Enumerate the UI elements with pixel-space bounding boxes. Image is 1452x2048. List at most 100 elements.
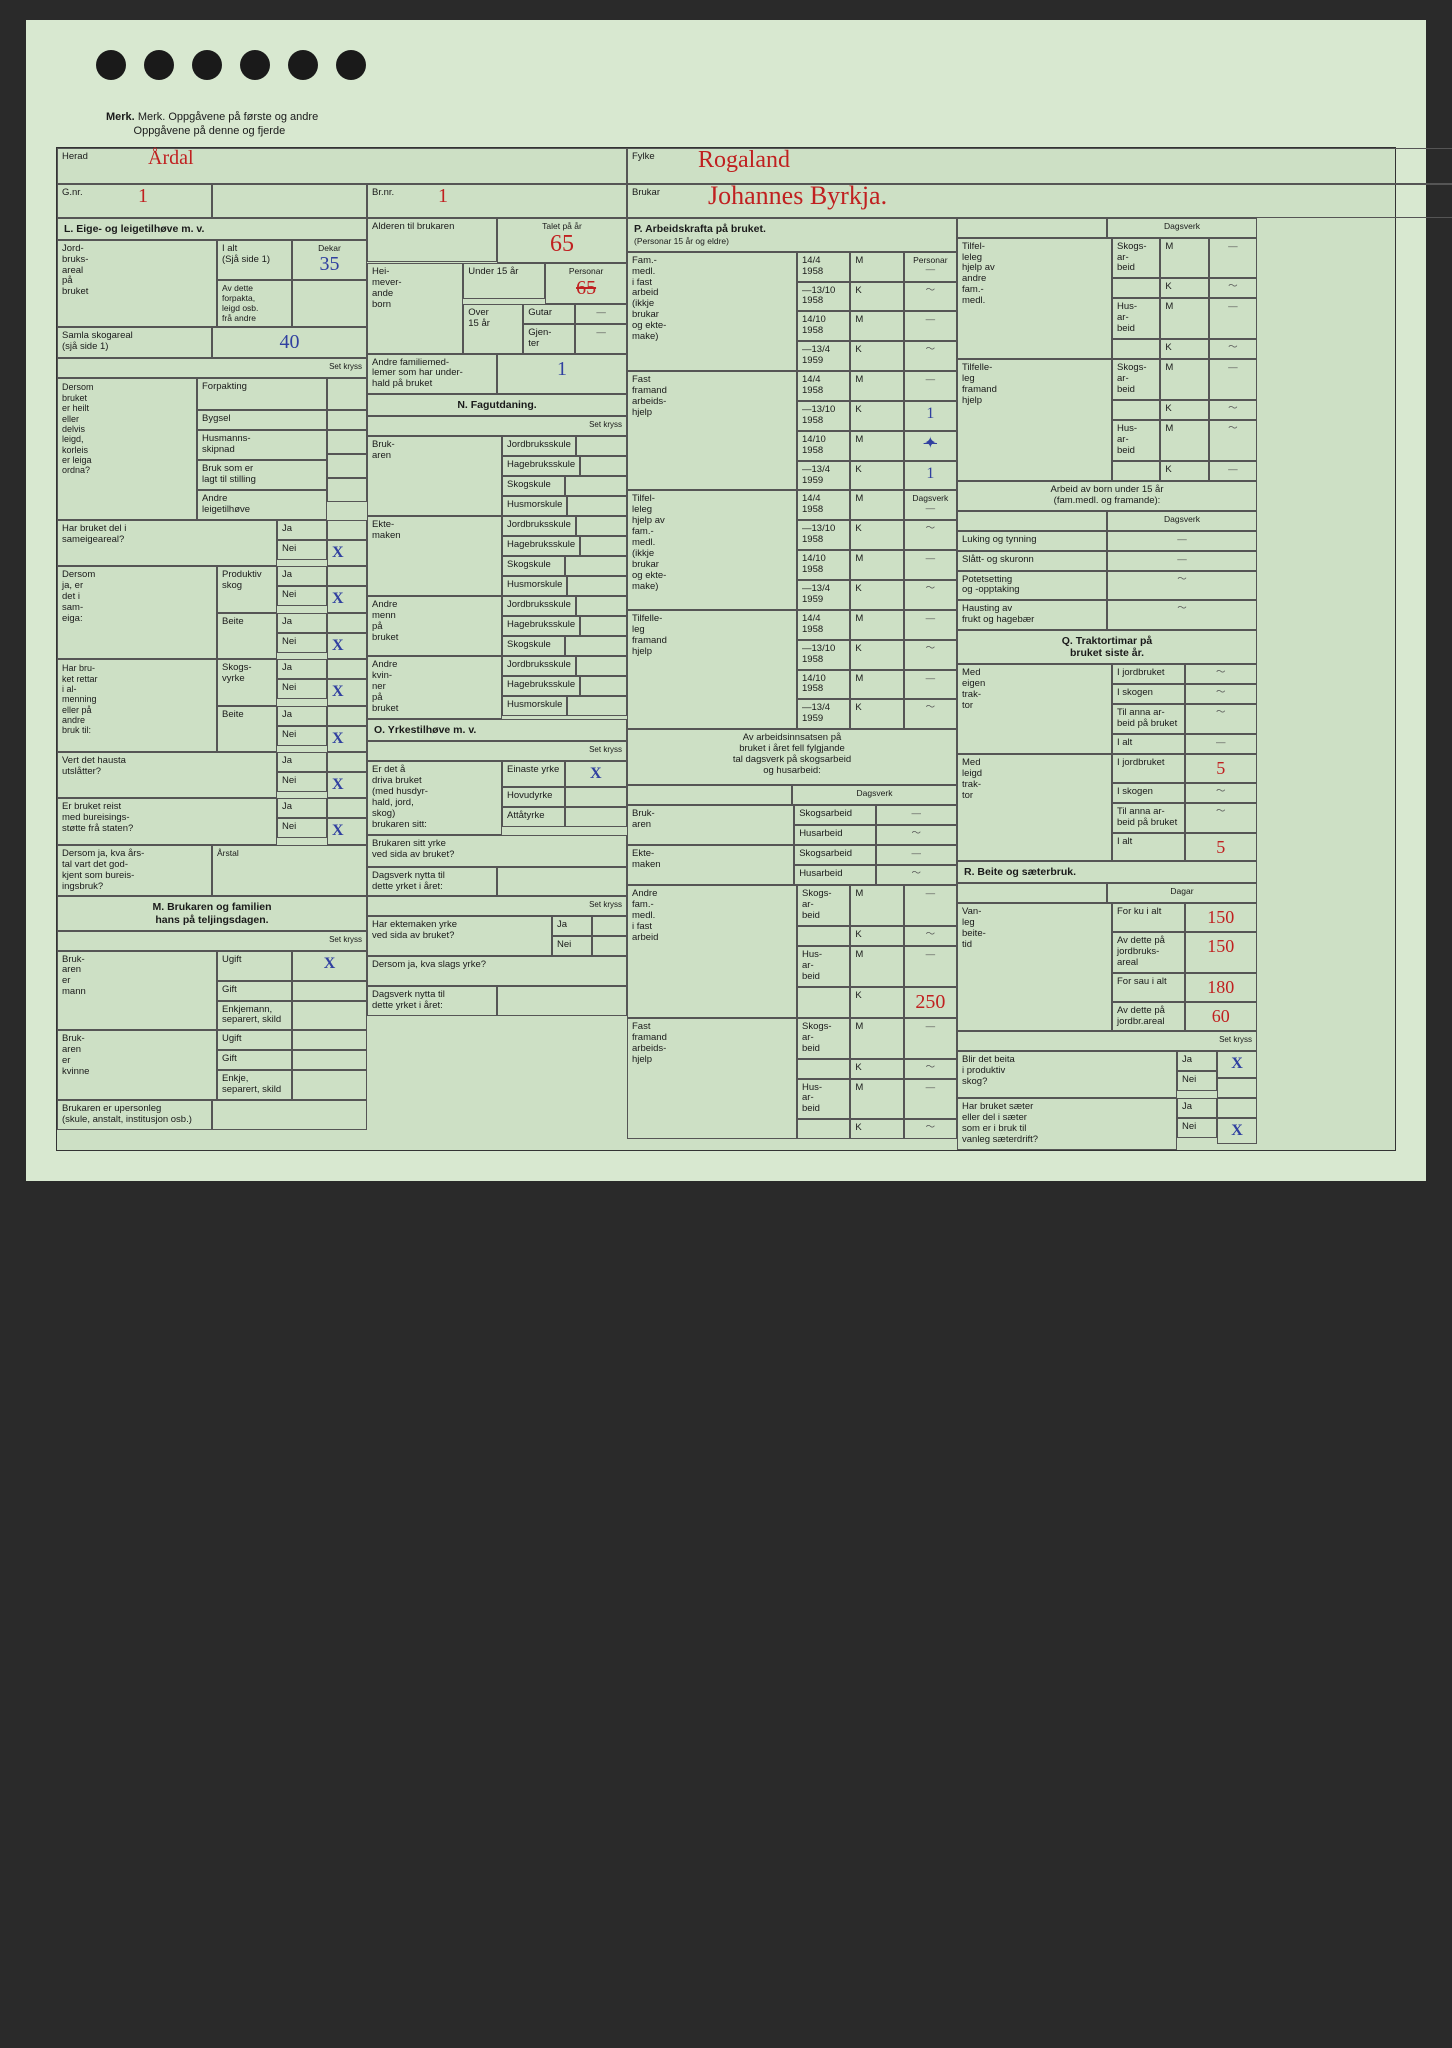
skogsarbeid1: Skogsarbeid — [794, 805, 875, 825]
herad-value: Årdal — [148, 147, 194, 170]
M4: M — [850, 431, 903, 461]
skogs-R1: Skogs- ar- beid — [1112, 238, 1160, 279]
harbruket2: Har bru- ket rettar i al- menning eller … — [57, 659, 217, 752]
nei7: Nei — [277, 818, 327, 838]
check-skogsvyrke-nei: X — [332, 683, 344, 700]
y58c3: 14/10 1958 — [797, 550, 850, 580]
dersom-label: Dersom bruket er heilt eller delvis leig… — [57, 378, 197, 520]
check-saeter-nei: X — [1231, 1122, 1243, 1139]
gutar: Gutar — [523, 304, 575, 324]
y58a4: 14/4 1958 — [797, 610, 850, 640]
M-r2: M — [1160, 298, 1208, 339]
brukaren-kvinne: Bruk- aren er kvinne — [57, 1030, 217, 1100]
ijord1: I jordbruket — [1112, 664, 1185, 684]
ja7: Ja — [277, 798, 327, 818]
M3: M — [850, 371, 903, 401]
verthausta: Vert det hausta utslåtter? — [57, 752, 277, 798]
nei4: Nei — [277, 679, 327, 699]
nei2: Nei — [277, 586, 327, 606]
column-2: Alderen til brukaren Talet på år 65 Hei-… — [367, 218, 627, 1150]
skogs2b: Skogs- ar- beid — [797, 1018, 850, 1059]
check-utslatt-nei: X — [332, 776, 344, 793]
ialt-label: I alt (Sjå side 1) — [217, 240, 292, 281]
upersonleg: Brukaren er upersonleg (skule, anstalt, … — [57, 1100, 212, 1130]
hus2a: Hus- ar- beid — [797, 946, 850, 987]
K6: K — [850, 580, 903, 610]
nei3: Nei — [277, 633, 327, 653]
M10: M — [850, 946, 903, 987]
y58c2: 14/10 1958 — [797, 431, 850, 461]
M7: M — [850, 610, 903, 640]
gjenter: Gjen- ter — [523, 324, 575, 354]
check-einaste: X — [590, 765, 602, 782]
hovud: Hovudyrke — [502, 787, 565, 807]
forsau-val: 180 — [1207, 977, 1234, 997]
ja4: Ja — [277, 659, 327, 679]
section-O-title: O. Yrkestilhøve m. v. — [367, 719, 627, 741]
ja5: Ja — [277, 706, 327, 726]
husmann: Husmanns- skipnad — [197, 430, 327, 460]
avdette2-val: 60 — [1212, 1006, 1230, 1026]
dagsverk-P2: Dagsverk — [792, 785, 957, 805]
einaste: Einaste yrke — [502, 761, 565, 787]
husmor2: Husmorskule — [502, 576, 567, 596]
ijord-val: 5 — [1216, 758, 1225, 778]
check-ugift-mann: X — [324, 955, 336, 972]
luking: Luking og tynning — [957, 531, 1107, 551]
merk-line2: Oppgåvene på denne og fjerde — [134, 125, 286, 137]
nei-O: Nei — [552, 936, 592, 956]
M-r4: M — [1160, 420, 1208, 461]
M8: M — [850, 670, 903, 700]
hagebruk1: Hagebruksskule — [502, 456, 580, 476]
avdette-val: 150 — [1207, 936, 1234, 956]
heime: Hei- mever- ande born — [367, 263, 463, 354]
setkryss-L: Set kryss — [57, 358, 367, 378]
brnr-label: Br.nr. — [372, 187, 394, 198]
column-3: P. Arbeidskrafta på bruket. (Personar 15… — [627, 218, 957, 1150]
ja-R2: Ja — [1177, 1098, 1217, 1118]
samla-label: Samla skogareal (sjå side 1) — [57, 327, 212, 358]
setkryss-M: Set kryss — [57, 931, 367, 951]
over15: Over 15 år — [463, 304, 523, 354]
ialt2: I alt — [1112, 833, 1185, 862]
jordbruk4: Jordbruksskule — [502, 656, 576, 676]
husmor3: Husmorskule — [502, 696, 567, 716]
skog1: Skogskule — [502, 476, 565, 496]
section-M-title: M. Brukaren og familien hans på teljings… — [57, 896, 367, 930]
ja2: Ja — [277, 566, 327, 586]
K8: K — [850, 699, 903, 729]
ialt1: I alt — [1112, 734, 1185, 754]
setkryss-R: Set kryss — [957, 1031, 1257, 1051]
skogs-R2: Skogs- ar- beid — [1112, 359, 1160, 400]
hagebruk2: Hagebruksskule — [502, 536, 580, 556]
fastframand: Fast framand arbeids- hjelp — [627, 371, 797, 490]
andreleige: Andre leigetilhøve — [197, 490, 327, 520]
brnr-value: 1 — [438, 185, 448, 208]
K-r3: K — [1160, 400, 1208, 420]
y58a2: 14/4 1958 — [797, 371, 850, 401]
section-P-title: P. Arbeidskrafta på bruket. (Personar 15… — [627, 218, 957, 252]
skog3: Skogskule — [502, 636, 565, 656]
M9: M — [850, 885, 903, 926]
column-1: L. Eige- og leigetilhøve m. v. Jord- bru… — [57, 218, 367, 1150]
beite2: Beite — [217, 706, 277, 752]
erbruket: Er bruket reist med bureisings- støtte f… — [57, 798, 277, 844]
husarbeid1: Husarbeid — [794, 825, 875, 845]
gnr-value: 1 — [138, 185, 148, 208]
column-4: Dagsverk Tilfel- leleg hjelp av andre fa… — [957, 218, 1257, 1150]
nei-R: Nei — [1177, 1071, 1217, 1091]
dersomja-O: Dersom ja, kva slags yrke? — [367, 956, 627, 986]
form-grid: Herad Årdal Fylke Rogaland G.nr. 1 . Br.… — [56, 147, 1396, 1151]
K2: K — [850, 341, 903, 371]
andrefam-value: 1 — [557, 358, 567, 380]
fylke-value: Rogaland — [698, 147, 790, 175]
gift1: Gift — [217, 981, 292, 1001]
fast-k1-val: 1 — [926, 405, 934, 422]
merk-line1: Merk. Oppgåvene på første og andre — [138, 111, 318, 123]
setkryss-N: Set kryss — [367, 416, 627, 436]
y58c: 14/10 1958 — [797, 311, 850, 341]
beite1: Beite — [217, 613, 277, 659]
check-prodskog-nei: X — [332, 590, 344, 607]
nei5: Nei — [277, 726, 327, 746]
bruklagt: Bruk som er lagt til stilling — [197, 460, 327, 490]
